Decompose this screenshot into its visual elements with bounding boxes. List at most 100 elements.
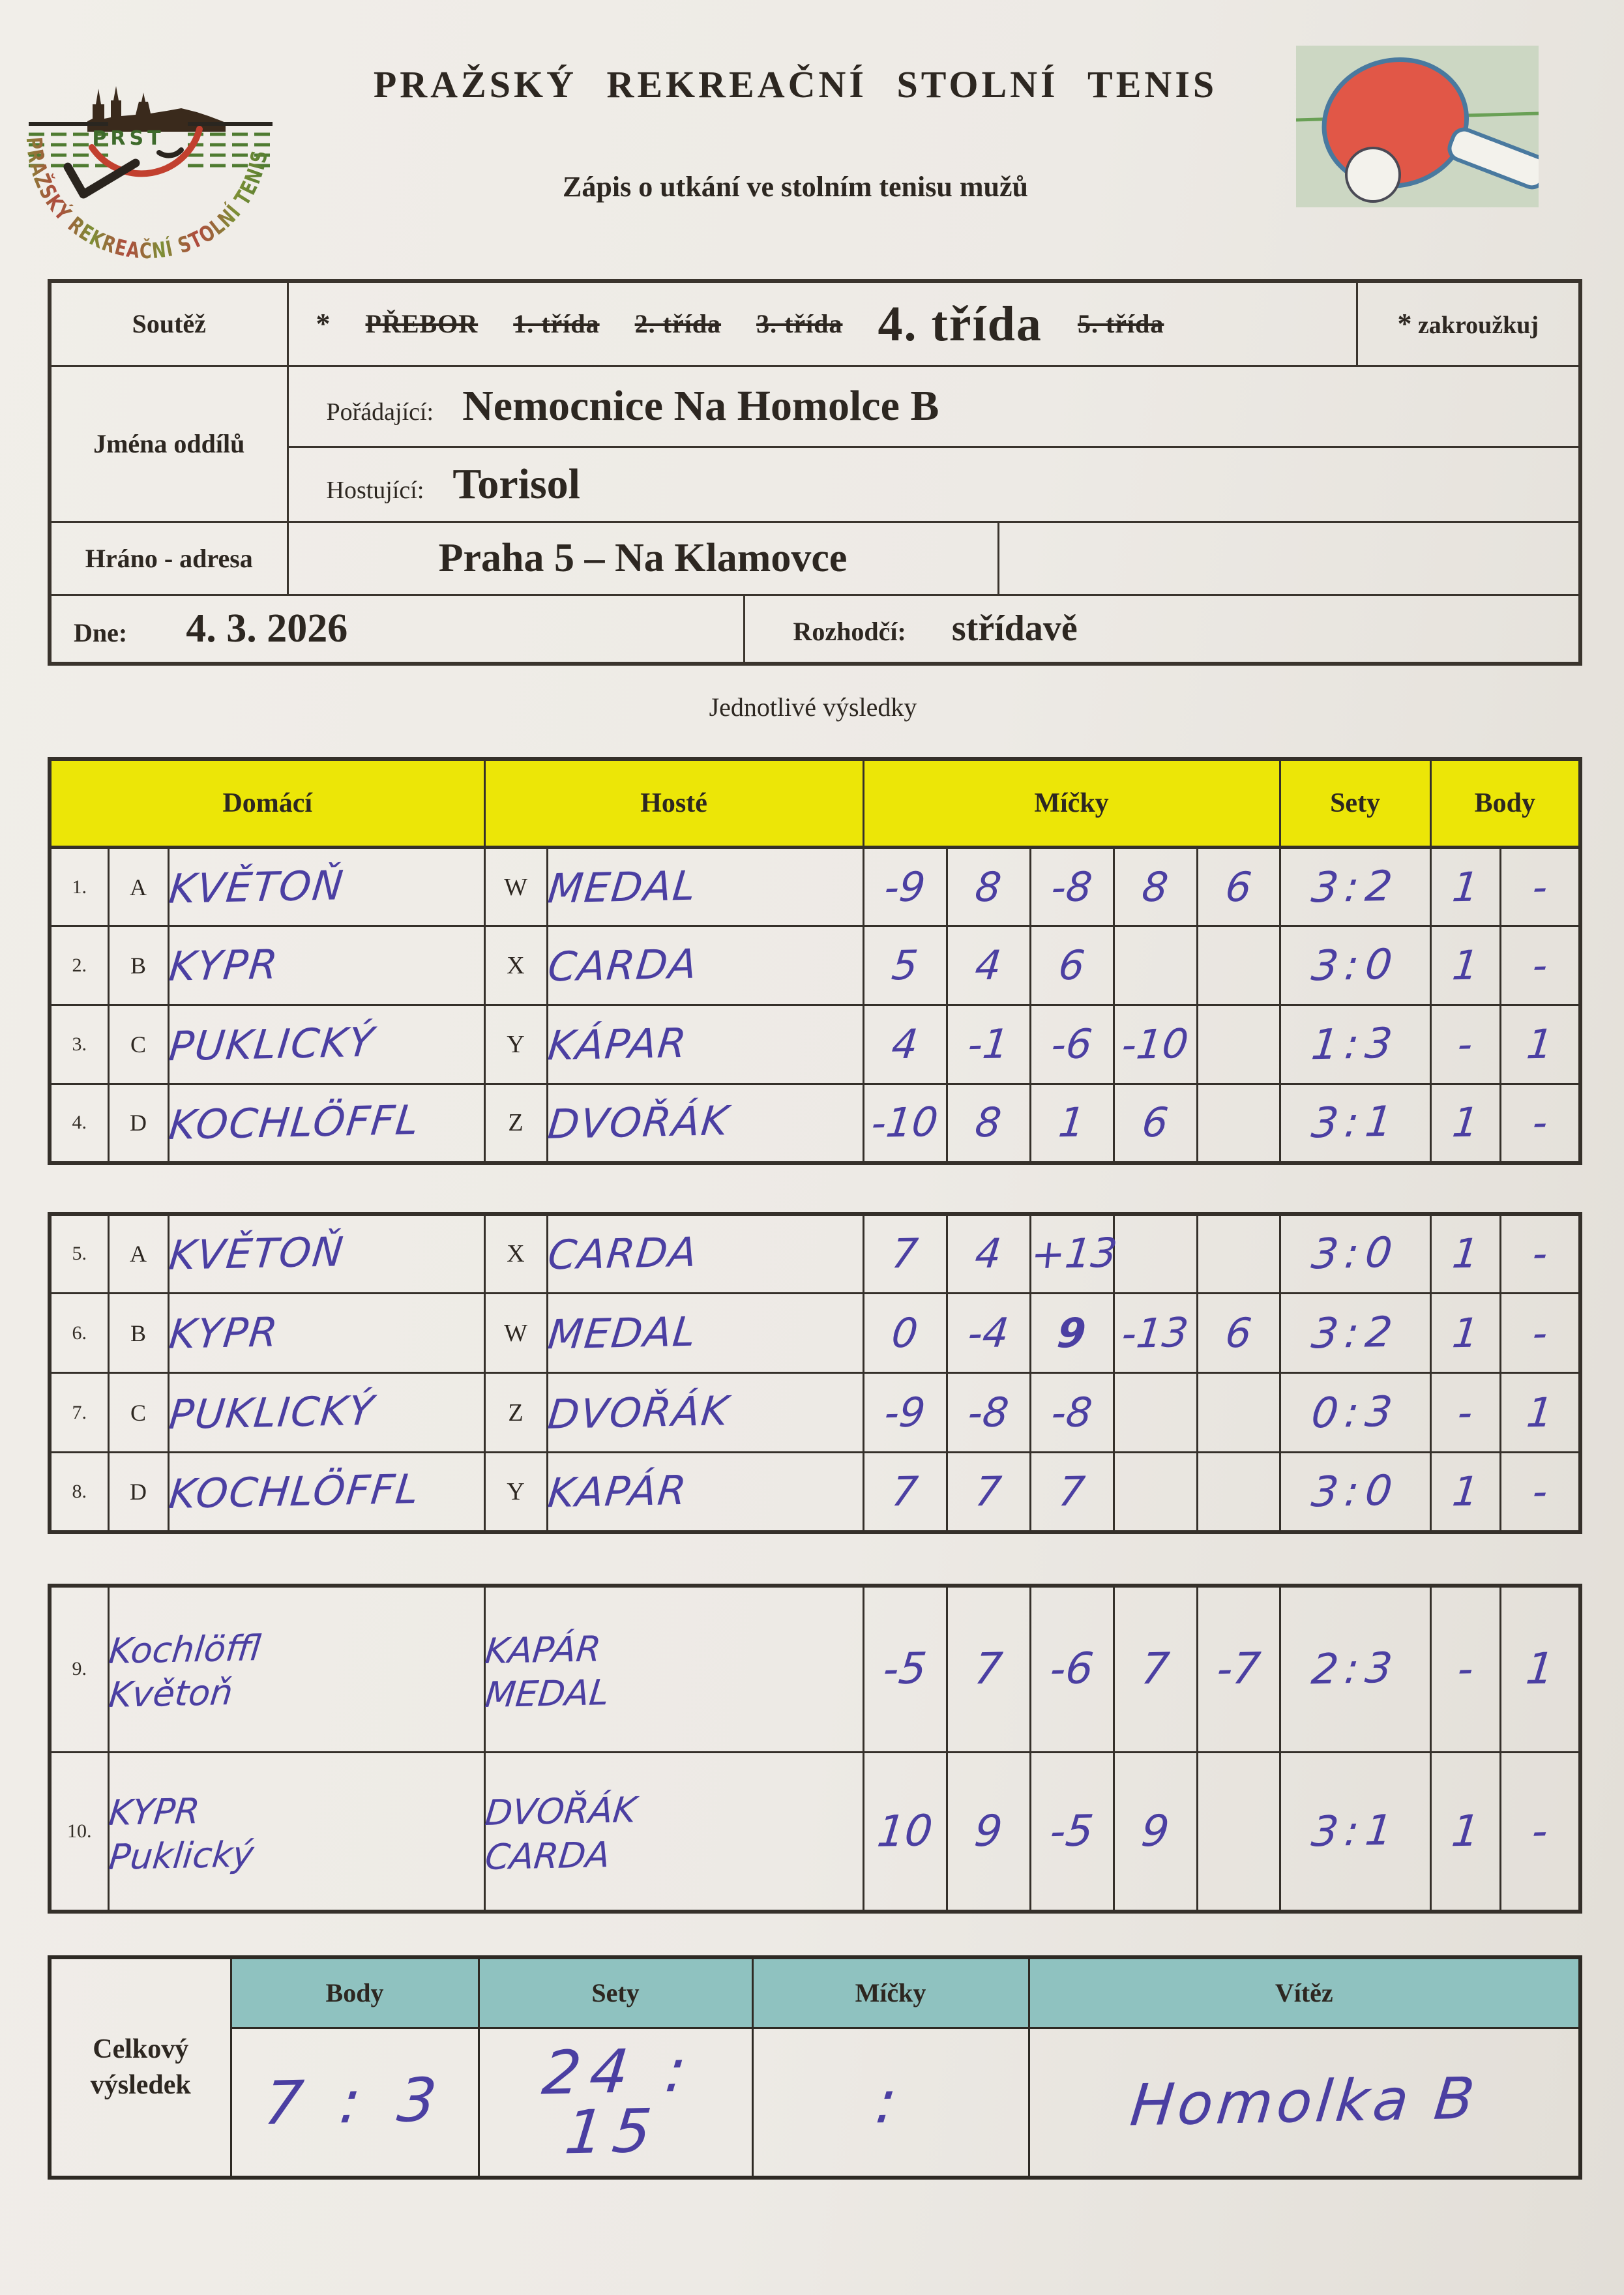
set1-balls: -9 (862, 846, 948, 927)
mouth-arc-icon (156, 147, 184, 158)
sets-score-cell: 3:1 (1278, 1083, 1432, 1164)
result-row-1: 1. A KVĚTOŇ W MEDAL -9 8 -8 8 6 3:2 1 - (48, 846, 1582, 927)
home-point-cell: 1 (1429, 1213, 1501, 1294)
match-info-table: Soutěž * PŘEBOR 1. třída 2. třída 3. tří… (48, 279, 1582, 666)
away-player-name: MEDAL (545, 861, 699, 912)
set3-value: -8 (1049, 1387, 1095, 1437)
set4-balls: -13 (1112, 1292, 1198, 1374)
check-icon (63, 158, 140, 199)
set5-balls (1196, 1372, 1281, 1453)
home-point-cell: - (1429, 1584, 1501, 1753)
result-row-3: 3. C PUKLICKÝ Y KÁPAR 4 -1 -6 -10 1:3 - … (48, 1004, 1582, 1085)
org-title: PRAŽSKÝ REKREAČNÍ STOLNÍ TENIS (373, 63, 1218, 106)
set4-value: 6 (1140, 1098, 1171, 1147)
set2-balls: 9 (945, 1751, 1031, 1912)
referee-label: Rozhodčí: (793, 617, 906, 647)
club-logo: PRST PRAŽSKÝ REKREAČNÍ STOLNÍ TENIS (10, 82, 291, 268)
summary-values-row: 7 : 3 24 : 15 : Homolka B (50, 2026, 1582, 2179)
away-point: - (1529, 863, 1550, 911)
venue-row: Hráno - adresa Praha 5 – Na Klamovce (48, 520, 1582, 596)
away-point: - (1529, 1467, 1550, 1515)
match-number: 9. (48, 1584, 110, 1753)
set3-balls: 6 (1029, 925, 1115, 1006)
set2-balls: -1 (945, 1004, 1031, 1085)
asterisk-mark: * (316, 308, 331, 340)
match-number: 3. (48, 1004, 110, 1085)
home-player-cell: KVĚTOŇ (167, 1213, 486, 1294)
hatch-lines-right-icon (188, 122, 273, 168)
away-point: - (1529, 1230, 1550, 1278)
set2-value: 7 (972, 1643, 1005, 1695)
home-point-cell: 1 (1429, 1292, 1501, 1374)
home-point: - (1455, 1020, 1475, 1069)
set1-value: 10 (875, 1805, 936, 1857)
sets-score: 3:2 (1309, 862, 1401, 912)
set2-balls: -8 (945, 1372, 1031, 1453)
set3-value: +13 (1028, 1228, 1119, 1279)
venue-label: Hráno - adresa (48, 520, 289, 596)
set5-balls: 6 (1196, 1292, 1281, 1374)
match-number: 6. (48, 1292, 110, 1374)
away-point-cell: - (1499, 1751, 1582, 1912)
home-player-name: KYPR (166, 940, 281, 990)
home-pair-player-2: Puklický (106, 1833, 256, 1878)
set3-value: 6 (1056, 941, 1087, 990)
logo-prst-text: PRST (92, 127, 164, 150)
col-header-body: Body (1429, 758, 1582, 849)
set1-value: -9 (882, 862, 928, 911)
home-point: 1 (1450, 1098, 1481, 1147)
away-player-cell: KAPÁR (546, 1451, 864, 1533)
set3-balls: 1 (1029, 1083, 1115, 1164)
match-number: 4. (48, 1083, 110, 1164)
results-table-doubles: 9. Kochlöffl Květoň KAPÁR MEDAL -5 7 -6 … (48, 1583, 1582, 1914)
circle-instruction: * zakroužkuj (1355, 280, 1582, 367)
home-player-name: KOCHLÖFFL (166, 1096, 422, 1149)
sets-score: 2:3 (1309, 1644, 1401, 1695)
home-player-cell: PUKLICKÝ (166, 1372, 486, 1453)
summary-label: Celkový výsledek (48, 1956, 232, 2179)
set5-balls (1196, 1451, 1281, 1533)
set1-balls: 10 (862, 1751, 948, 1912)
home-player-cell: PUKLICKÝ (166, 1004, 486, 1085)
sets-score-cell: 3:1 (1278, 1751, 1432, 1912)
home-player-name: PUKLICKÝ (166, 1018, 377, 1071)
header-titles: PRAŽSKÝ REKREAČNÍ STOLNÍ TENIS Zápis o u… (306, 63, 1284, 203)
set3-value: -6 (1049, 1020, 1095, 1069)
date-row: Dne: 4. 3. 2026 Rozhodčí: střídavě (48, 593, 1582, 665)
competition-row: Soutěž * PŘEBOR 1. třída 2. třída 3. tří… (48, 280, 1582, 367)
set4-balls (1112, 1372, 1198, 1453)
away-pair-cell: DVOŘÁK CARDA (483, 1751, 864, 1912)
match-number: 5. (48, 1213, 110, 1294)
away-point-cell: 1 (1499, 1584, 1582, 1753)
away-player-name: DVOŘÁK (545, 1386, 731, 1438)
match-number: 1. (48, 846, 110, 927)
away-point: 1 (1523, 1643, 1556, 1695)
home-player-cell: KYPR (166, 925, 486, 1006)
summary-table: Celkový výsledek Body Sety Míčky Vítěz 7… (48, 1955, 1582, 2180)
set2-value: 8 (973, 863, 1004, 911)
home-point-cell: 1 (1429, 1451, 1501, 1533)
set1-balls: 7 (862, 1451, 948, 1533)
set1-balls: -9 (862, 1372, 948, 1453)
away-slot-letter: Z (483, 1372, 548, 1453)
away-pair-player-1: KAPÁR (482, 1628, 603, 1672)
set1-balls: 0 (862, 1292, 948, 1374)
away-player-name: CARDA (545, 1228, 700, 1279)
home-slot-letter: C (107, 1004, 170, 1085)
set2-balls: 4 (945, 925, 1031, 1006)
home-pair-cell: Kochlöffl Květoň (107, 1584, 486, 1753)
away-player-cell: KÁPAR (546, 1004, 864, 1085)
referee-value: střídavě (951, 608, 1078, 649)
result-row-2: 2. B KYPR X CARDA 5 4 6 3:0 1 - (48, 925, 1582, 1006)
set4-value: 8 (1140, 863, 1171, 911)
venue-empty-cell (997, 520, 1582, 596)
competition-option-3trida: 3. třída (756, 309, 843, 339)
referee-cell: Rozhodčí: střídavě (743, 593, 1582, 665)
venue-cell: Praha 5 – Na Klamovce (286, 520, 999, 596)
set2-value: -1 (966, 1020, 1011, 1069)
away-point: 1 (1524, 1388, 1556, 1436)
sets-score: 3:0 (1309, 1466, 1401, 1517)
home-point-cell: 1 (1429, 1083, 1501, 1164)
sets-score-cell: 1:3 (1278, 1004, 1432, 1085)
club-logo-graphic: PRST PRAŽSKÝ REKREAČNÍ STOLNÍ TENIS (22, 86, 273, 263)
